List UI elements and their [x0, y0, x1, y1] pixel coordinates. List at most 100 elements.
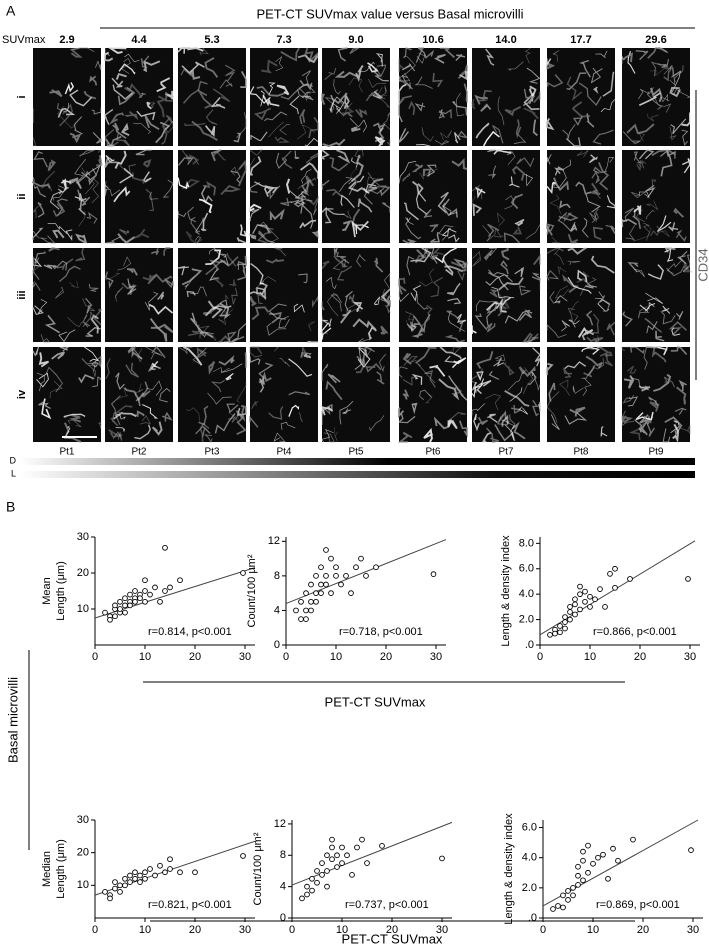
x-tick-label: 20 — [189, 924, 201, 936]
fiber — [546, 391, 560, 423]
fiber — [567, 307, 579, 325]
fiber — [567, 276, 592, 294]
fiber — [321, 322, 332, 340]
fiber — [350, 154, 364, 183]
fiber — [670, 118, 687, 135]
fiber — [201, 185, 213, 204]
point — [328, 590, 334, 597]
fiber — [37, 202, 45, 218]
fiber — [115, 426, 126, 433]
fiber — [261, 59, 278, 74]
fiber — [297, 124, 315, 140]
fiber — [112, 122, 127, 139]
fiber — [119, 167, 134, 184]
fiber — [159, 387, 171, 403]
fiber — [177, 177, 190, 190]
point — [577, 583, 583, 590]
fiber — [57, 186, 69, 193]
fiber — [208, 247, 227, 258]
fiber — [406, 323, 417, 331]
patient-label: Pt5 — [348, 447, 363, 458]
y-axis-label: Count/100 μm² — [246, 554, 258, 627]
fiber — [591, 208, 599, 223]
fiber — [411, 402, 418, 415]
fiber — [440, 130, 453, 141]
row-label: iv — [16, 389, 28, 399]
fiber — [321, 301, 325, 311]
y-tick-label: 2.0 — [522, 882, 537, 894]
fiber — [223, 294, 229, 314]
x-tick-label: 10 — [330, 651, 342, 663]
fiber — [285, 178, 291, 194]
fiber — [657, 47, 669, 54]
fiber — [145, 188, 155, 211]
fiber — [40, 334, 51, 343]
fiber — [273, 432, 287, 443]
fiber — [313, 200, 319, 216]
fiber — [483, 249, 494, 261]
fiber — [491, 286, 515, 299]
fiber — [675, 229, 687, 242]
panel-letter: B — [6, 499, 15, 515]
fiber — [74, 158, 86, 184]
fiber — [230, 170, 241, 184]
fiber — [365, 89, 378, 102]
fiber — [299, 108, 306, 125]
fiber — [233, 132, 242, 143]
fiber — [351, 208, 361, 231]
fiber — [384, 305, 392, 314]
fiber — [142, 404, 159, 419]
fiber — [488, 269, 513, 283]
point — [299, 895, 305, 902]
fiber — [288, 391, 311, 396]
fiber — [606, 321, 616, 336]
y-tick-label: 8.0 — [519, 537, 534, 549]
fiber — [532, 119, 538, 137]
fiber — [663, 376, 675, 388]
fiber — [598, 162, 610, 191]
fiber — [559, 200, 571, 209]
fiber — [504, 195, 515, 210]
fiber — [532, 400, 540, 417]
fiber — [398, 72, 411, 83]
fiber — [655, 330, 665, 342]
x-tick-label: 0 — [537, 651, 543, 663]
fiber — [472, 203, 483, 216]
fiber — [373, 257, 384, 273]
fiber — [188, 330, 201, 336]
fiber — [69, 89, 93, 107]
fiber — [194, 235, 201, 244]
fiber — [444, 334, 465, 343]
fiber — [386, 139, 391, 146]
fiber — [75, 233, 88, 246]
fiber — [450, 261, 469, 272]
fiber — [426, 164, 437, 177]
point — [567, 604, 573, 610]
fiber — [203, 434, 213, 444]
fiber — [546, 58, 552, 66]
y-tick-label: 8 — [280, 849, 286, 861]
fiber — [501, 414, 509, 427]
fiber — [457, 64, 468, 79]
point — [142, 577, 148, 584]
fiber — [552, 50, 560, 62]
fiber — [298, 83, 314, 98]
point — [575, 872, 581, 879]
fiber — [357, 198, 373, 213]
fiber — [93, 359, 102, 371]
fiber — [441, 227, 457, 237]
fiber — [268, 406, 284, 420]
fiber — [551, 236, 561, 244]
fiber — [503, 362, 515, 376]
fiber — [257, 230, 275, 244]
point — [323, 547, 329, 553]
y-tick-label: 0 — [274, 639, 280, 651]
fiber — [336, 149, 351, 164]
annotation: r=0.869, p<0.001 — [596, 899, 680, 911]
fiber — [635, 50, 649, 61]
fiber — [470, 98, 476, 110]
point — [314, 879, 320, 886]
fiber — [631, 191, 647, 199]
gradient-bar — [20, 471, 695, 478]
